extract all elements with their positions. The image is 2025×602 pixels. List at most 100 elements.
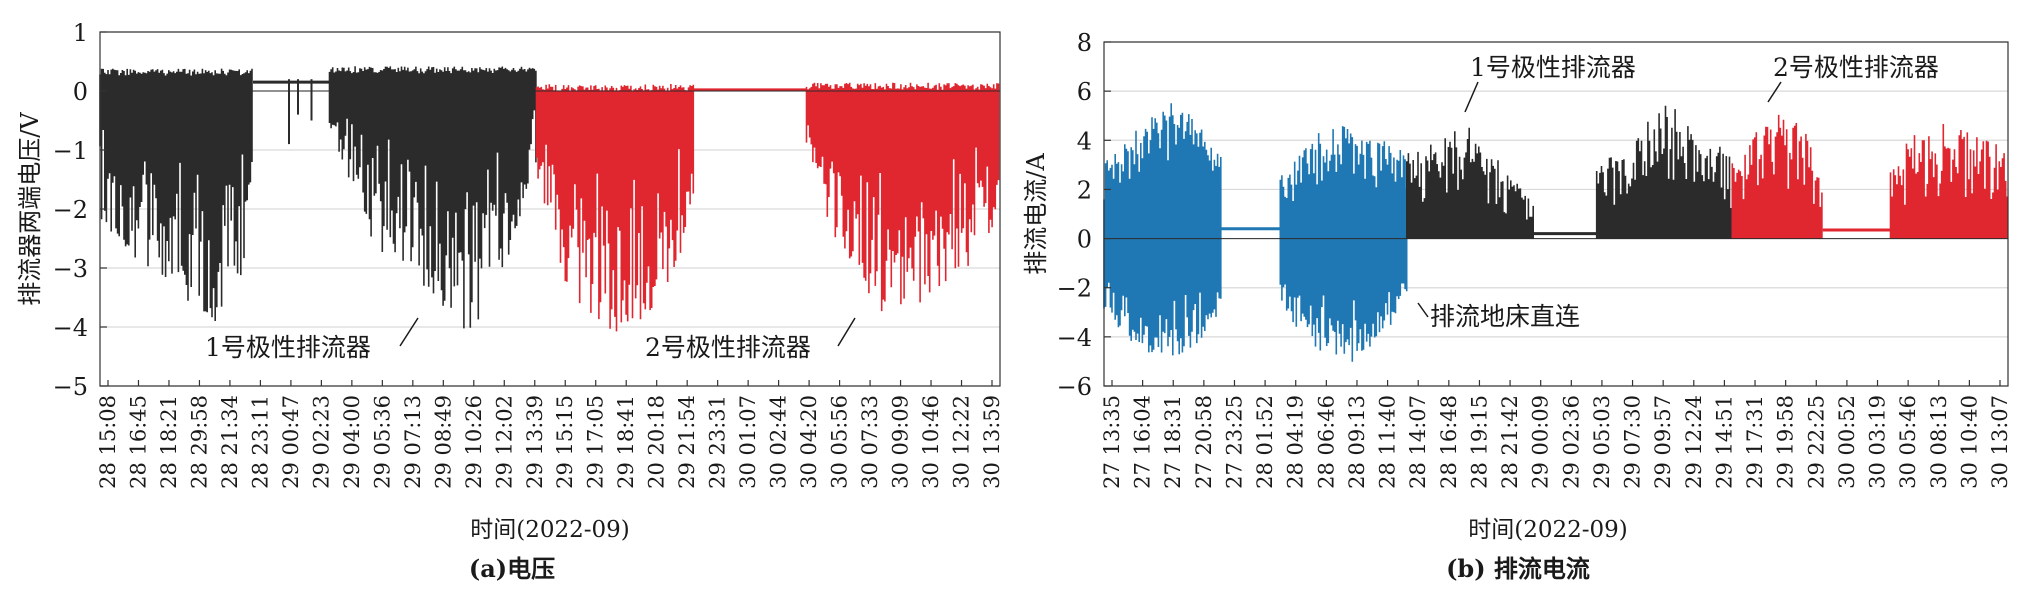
y-tick-label: −1	[53, 137, 88, 165]
series-segment	[1889, 124, 2009, 239]
y-tick-label: 2	[1077, 176, 1092, 204]
x-tick-label: 28 21:42	[1498, 395, 1522, 489]
series-segment	[99, 68, 253, 321]
x-tick-label: 30 00:52	[1835, 395, 1859, 489]
x-tick-label: 29 07:30	[1621, 395, 1645, 489]
annotation-leader	[399, 317, 419, 347]
x-tick-label: 29 14:51	[1712, 395, 1736, 489]
series-segment	[1731, 114, 1823, 239]
x-tick-label: 30 13:07	[1988, 395, 2012, 489]
x-tick-label: 28 11:40	[1376, 395, 1400, 489]
y-tick-label: −4	[53, 314, 88, 342]
series-segment	[805, 82, 1000, 312]
x-tick-label: 27 18:31	[1161, 395, 1185, 489]
x-tick-label: 27 13:35	[1100, 395, 1124, 489]
x-tick-label: 29 02:23	[309, 395, 333, 489]
x-tick-label: 28 15:08	[96, 395, 120, 489]
y-tick-label: 0	[73, 78, 88, 106]
y-tick-label: 1	[73, 19, 88, 47]
annotation-leader	[837, 317, 856, 347]
chart-b-plot-frame	[1103, 41, 2009, 387]
x-tick-label: 29 09:57	[1651, 395, 1675, 489]
chart-a-x-ticks: 28 15:08 28 16:45 28 18:21 28 29:58 28 21:34…	[96, 380, 1004, 489]
chart-a-y-ticks: 1 0 −1 −2 −3 −4 −5	[53, 19, 107, 401]
series-segment	[1103, 103, 1222, 356]
annotation-leader	[1464, 81, 1479, 113]
x-tick-label: 27 23:25	[1222, 395, 1246, 489]
x-tick-label: 27 20:58	[1192, 395, 1216, 489]
y-tick-label: −6	[1057, 373, 1092, 401]
chart-b-x-axis-label: 时间(2022-09)	[1468, 517, 1628, 543]
chart-b-series	[1103, 103, 2009, 362]
annotation-label: 2号极性排流器	[1773, 53, 1939, 82]
x-tick-label: 29 21:54	[675, 395, 699, 489]
annotation-label: 排流地床直连	[1430, 302, 1580, 331]
x-tick-label: 28 01:52	[1253, 395, 1277, 489]
x-tick-label: 28 21:34	[218, 395, 242, 489]
x-tick-label: 30 05:56	[828, 395, 852, 489]
x-tick-label: 29 12:02	[492, 395, 516, 489]
x-tick-label: 29 17:05	[584, 395, 608, 489]
x-tick-label: 28 23:11	[248, 395, 272, 489]
y-tick-label: −5	[53, 373, 88, 401]
x-tick-label: 29 00:09	[1529, 395, 1553, 489]
x-tick-label: 29 19:58	[1774, 395, 1798, 489]
chart-b-y-ticks: 8 6 4 2 0 −2 −4 −6	[1057, 29, 1111, 401]
x-tick-label: 29 07:13	[401, 395, 425, 489]
chart-a-caption: (a)电压	[469, 554, 555, 583]
annotation-label: 1号极性排流器	[205, 333, 371, 362]
x-tick-label: 29 12:24	[1682, 395, 1706, 489]
x-tick-label: 30 05:46	[1896, 395, 1920, 489]
x-tick-label: 29 23:31	[706, 395, 730, 489]
x-tick-label: 30 01:07	[736, 395, 760, 489]
chart-b-y-axis-label: 排流电流/A	[1022, 153, 1050, 275]
y-tick-label: 0	[1077, 226, 1092, 254]
series-segment	[1406, 127, 1534, 239]
x-tick-label: 29 10:26	[462, 395, 486, 489]
x-tick-label: 28 06:46	[1314, 395, 1338, 489]
x-tick-label: 28 18:21	[157, 395, 181, 489]
x-tick-label: 20 20:18	[645, 395, 669, 489]
y-tick-label: −2	[53, 196, 88, 224]
y-tick-label: 4	[1077, 127, 1092, 155]
x-tick-label: 29 18:41	[614, 395, 638, 489]
annotation-leader	[1417, 302, 1429, 318]
y-tick-label: −3	[53, 255, 88, 283]
y-tick-label: −4	[1057, 324, 1092, 352]
y-tick-label: 8	[1077, 29, 1092, 57]
x-tick-label: 28 16:48	[1437, 395, 1461, 489]
series-segment	[1595, 105, 1732, 239]
x-tick-label: 28 29:58	[187, 395, 211, 489]
series-segment	[1279, 126, 1408, 362]
y-tick-label: 6	[1077, 78, 1092, 106]
chart-a-series	[99, 66, 1000, 332]
x-tick-label: 29 08:49	[431, 395, 455, 489]
x-tick-label: 30 12:22	[950, 395, 974, 489]
x-tick-label: 29 02:36	[1559, 395, 1583, 489]
x-tick-label: 30 07:33	[858, 395, 882, 489]
x-tick-label: 30 08:13	[1927, 395, 1951, 489]
chart-a-y-axis-label: 排流器两端电压/V	[16, 112, 44, 306]
series-segment	[328, 66, 537, 329]
x-tick-label: 29 05:03	[1590, 395, 1614, 489]
chart-a: 10−1−2−3−4−5 28 15:08 28 16:45 28 18:21 28 …	[16, 19, 1004, 583]
x-tick-label: 30 10:40	[1957, 395, 1981, 489]
x-tick-label: 29 00:47	[279, 395, 303, 489]
x-tick-label: 29 05:36	[370, 395, 394, 489]
x-tick-label: 28 14:07	[1406, 395, 1430, 489]
series-segment	[535, 84, 695, 332]
chart-a-x-axis-label: 时间(2022-09)	[470, 517, 630, 543]
chart-b-x-ticks: 27 13:35 27 16:04 27 18:31 27 20:58 27 23:25…	[1100, 380, 2012, 489]
x-tick-label: 30 13:59	[980, 395, 1004, 489]
annotation-leader	[1767, 81, 1782, 103]
chart-b: 8 6 4 2 0 −2 −4 −6 27 13:35 27 16:04 27 18:31 27 2…	[1022, 29, 2012, 583]
x-tick-label: 28 09:13	[1345, 395, 1369, 489]
chart-a-annotations: 1号极性排流器 2号极性排流器	[205, 317, 856, 362]
annotation-label: 1号极性排流器	[1470, 53, 1636, 82]
x-tick-label: 30 09:09	[889, 395, 913, 489]
x-tick-label: 29 22:25	[1804, 395, 1828, 489]
x-tick-label: 29 17:31	[1743, 395, 1767, 489]
x-tick-label: 30 03:19	[1866, 395, 1890, 489]
